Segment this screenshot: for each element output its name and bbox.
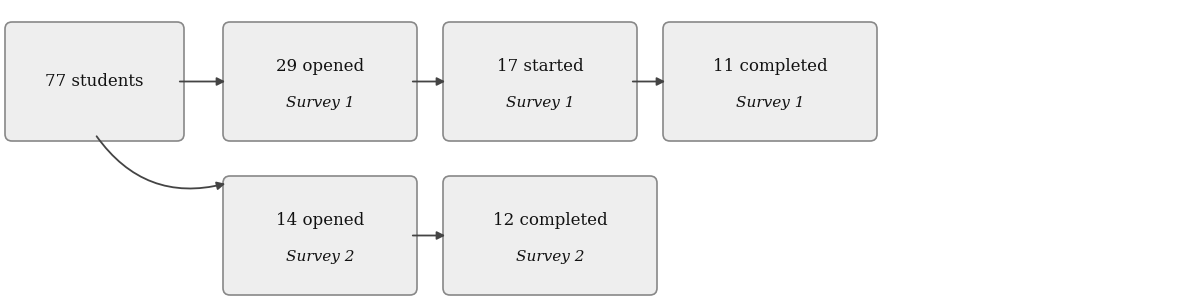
Text: Survey 1: Survey 1 (736, 95, 804, 110)
Text: 29 opened: 29 opened (276, 58, 364, 75)
Text: Survey 2: Survey 2 (285, 249, 354, 263)
FancyBboxPatch shape (223, 176, 417, 295)
Text: Survey 1: Survey 1 (506, 95, 574, 110)
Text: 11 completed: 11 completed (712, 58, 828, 75)
Text: 12 completed: 12 completed (493, 212, 607, 229)
FancyBboxPatch shape (443, 176, 657, 295)
FancyBboxPatch shape (663, 22, 877, 141)
Text: Survey 2: Survey 2 (515, 249, 585, 263)
Text: Survey 1: Survey 1 (285, 95, 354, 110)
Text: 77 students: 77 students (45, 73, 144, 90)
FancyBboxPatch shape (223, 22, 417, 141)
FancyBboxPatch shape (5, 22, 184, 141)
Text: 17 started: 17 started (496, 58, 584, 75)
Text: 14 opened: 14 opened (276, 212, 364, 229)
FancyBboxPatch shape (443, 22, 637, 141)
